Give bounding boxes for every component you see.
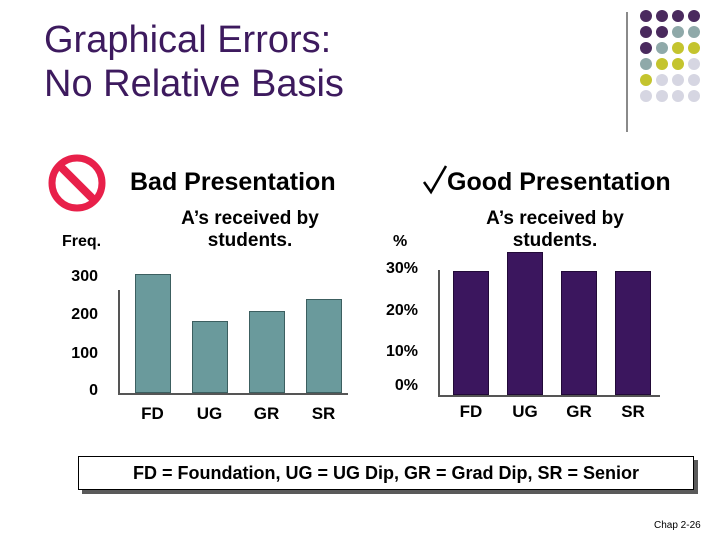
bad-category-label: FD [141, 404, 164, 423]
bad-x-axis [118, 393, 348, 395]
decorative-dot [688, 90, 700, 102]
good-subtitle-line-2: students. [512, 230, 598, 251]
decorative-dot [640, 90, 652, 102]
bad-category-label: UG [196, 404, 223, 423]
decorative-dot [640, 26, 652, 38]
bad-bar-gr [248, 311, 285, 393]
decorative-dot [672, 10, 684, 22]
bad-tick-300: 300 [71, 268, 98, 285]
good-bar-gr [561, 271, 597, 395]
bad-presentation-heading: Bad Presentation [130, 168, 336, 196]
bad-y-axis-label: Freq. [62, 233, 102, 250]
bad-tick-200: 200 [71, 306, 98, 323]
bad-bar-ug [191, 321, 228, 393]
decorative-divider [626, 12, 628, 132]
bad-bar-sr [305, 299, 342, 393]
bad-category-label: SR [311, 404, 336, 423]
good-x-axis [438, 395, 660, 397]
title-line-1: Graphical Errors: [44, 19, 332, 61]
good-y-axis-label: % [393, 233, 408, 250]
decorative-dot [656, 42, 668, 54]
decorative-dot [640, 10, 652, 22]
good-presentation-heading: Good Presentation [447, 168, 671, 196]
bad-y-axis [118, 290, 120, 394]
decorative-dot [672, 74, 684, 86]
decorative-dot [672, 42, 684, 54]
bad-chart-subtitle: A’s received by students. [150, 208, 350, 252]
decorative-dot [656, 10, 668, 22]
decorative-dot [672, 58, 684, 70]
good-bar-sr [615, 271, 651, 395]
decorative-dot [656, 58, 668, 70]
good-bar-fd [453, 271, 489, 395]
good-tick-30: 30% [385, 260, 418, 277]
category-legend: FD = Foundation, UG = UG Dip, GR = Grad … [78, 456, 694, 490]
decorative-dot [640, 74, 652, 86]
bad-category-label: GR [253, 404, 280, 423]
good-category-label: FD [459, 402, 483, 421]
good-tick-10: 10% [385, 343, 418, 360]
decorative-dot [688, 42, 700, 54]
decorative-dot [656, 90, 668, 102]
decorative-dot [656, 74, 668, 86]
good-y-axis [438, 270, 440, 396]
slide-footer: Chap 2-26 [654, 520, 701, 531]
decorative-dot [672, 26, 684, 38]
bad-tick-0: 0 [89, 382, 98, 399]
good-bar-ug [507, 252, 543, 395]
good-chart-subtitle: A’s received by students. [455, 208, 655, 252]
decorative-dot [688, 58, 700, 70]
bad-tick-100: 100 [71, 345, 98, 362]
decorative-dot [688, 26, 700, 38]
slide-title: Graphical Errors: No Relative Basis [44, 18, 344, 106]
bad-subtitle-line-2: students. [207, 230, 293, 251]
decorative-dot [672, 90, 684, 102]
good-category-label: UG [512, 402, 538, 421]
decorative-dot [688, 10, 700, 22]
bad-subtitle-line-1: A’s received by [181, 208, 319, 229]
good-category-label: GR [566, 402, 592, 421]
decorative-dot [640, 58, 652, 70]
good-category-label: SR [621, 402, 645, 421]
title-line-2: No Relative Basis [44, 63, 344, 105]
good-tick-20: 20% [385, 302, 418, 319]
good-bar-plot [440, 252, 660, 395]
bad-bar-fd [134, 274, 171, 393]
good-tick-0: 0% [394, 377, 418, 394]
good-subtitle-line-1: A’s received by [486, 208, 624, 229]
decorative-dot-grid [640, 10, 720, 110]
prohibited-icon [46, 152, 108, 214]
decorative-dot [640, 42, 652, 54]
bad-bar-plot [120, 270, 350, 393]
decorative-dot [656, 26, 668, 38]
decorative-dot [688, 74, 700, 86]
checkmark-icon [422, 164, 448, 196]
